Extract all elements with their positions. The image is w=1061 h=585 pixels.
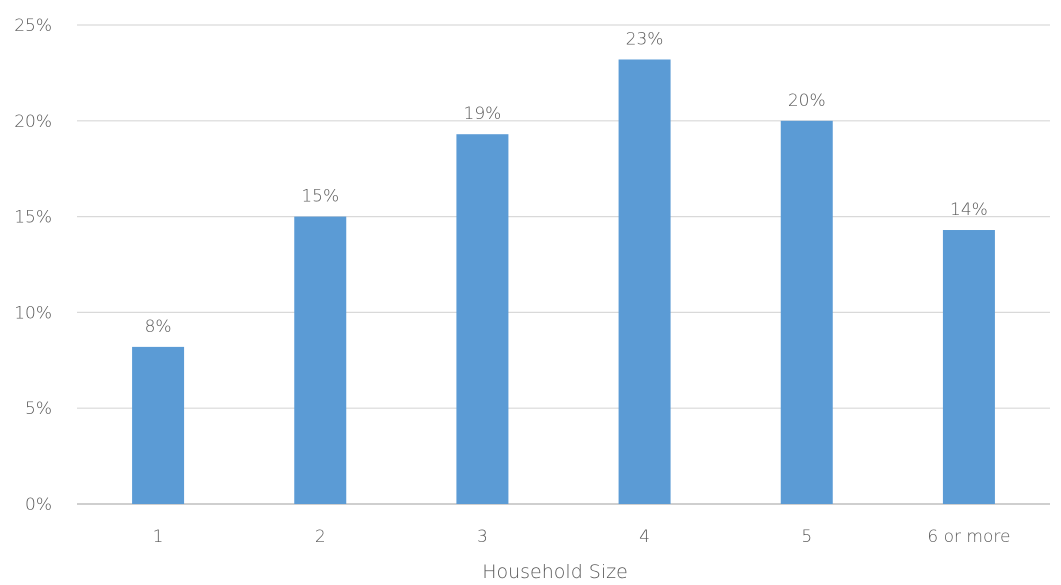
y-tick-label: 15% xyxy=(14,208,52,228)
data-label: 20% xyxy=(788,91,826,111)
x-category-labels: 1 2 3 4 5 6 or more xyxy=(153,527,1011,547)
data-label: 15% xyxy=(301,187,339,207)
bars xyxy=(132,59,995,505)
x-axis-title: Household Size xyxy=(482,561,628,583)
data-label: 14% xyxy=(950,200,988,220)
bar xyxy=(618,59,671,504)
y-tick-label: 5% xyxy=(25,399,52,419)
bar xyxy=(942,230,995,504)
x-tick-label: 4 xyxy=(639,527,650,547)
x-tick-label: 6 or more xyxy=(927,527,1010,547)
data-label: 8% xyxy=(145,317,172,337)
x-tick-label: 3 xyxy=(477,527,488,547)
bar xyxy=(456,134,509,504)
data-label: 23% xyxy=(626,29,664,49)
bar xyxy=(132,346,185,504)
bar xyxy=(294,216,347,504)
x-tick-label: 5 xyxy=(801,527,812,547)
y-tick-label: 25% xyxy=(14,16,52,36)
y-tick-label: 0% xyxy=(25,495,52,515)
y-tick-label: 10% xyxy=(14,303,52,323)
gridlines xyxy=(77,24,1050,505)
data-label: 19% xyxy=(464,104,502,124)
x-tick-label: 2 xyxy=(315,527,326,547)
y-tick-labels: 0% 5% 10% 15% 20% 25% xyxy=(14,16,52,515)
data-labels: 8% 15% 19% 23% 20% 14% xyxy=(145,29,988,336)
x-tick-label: 1 xyxy=(153,527,164,547)
bar xyxy=(780,120,833,505)
y-tick-label: 20% xyxy=(14,112,52,132)
